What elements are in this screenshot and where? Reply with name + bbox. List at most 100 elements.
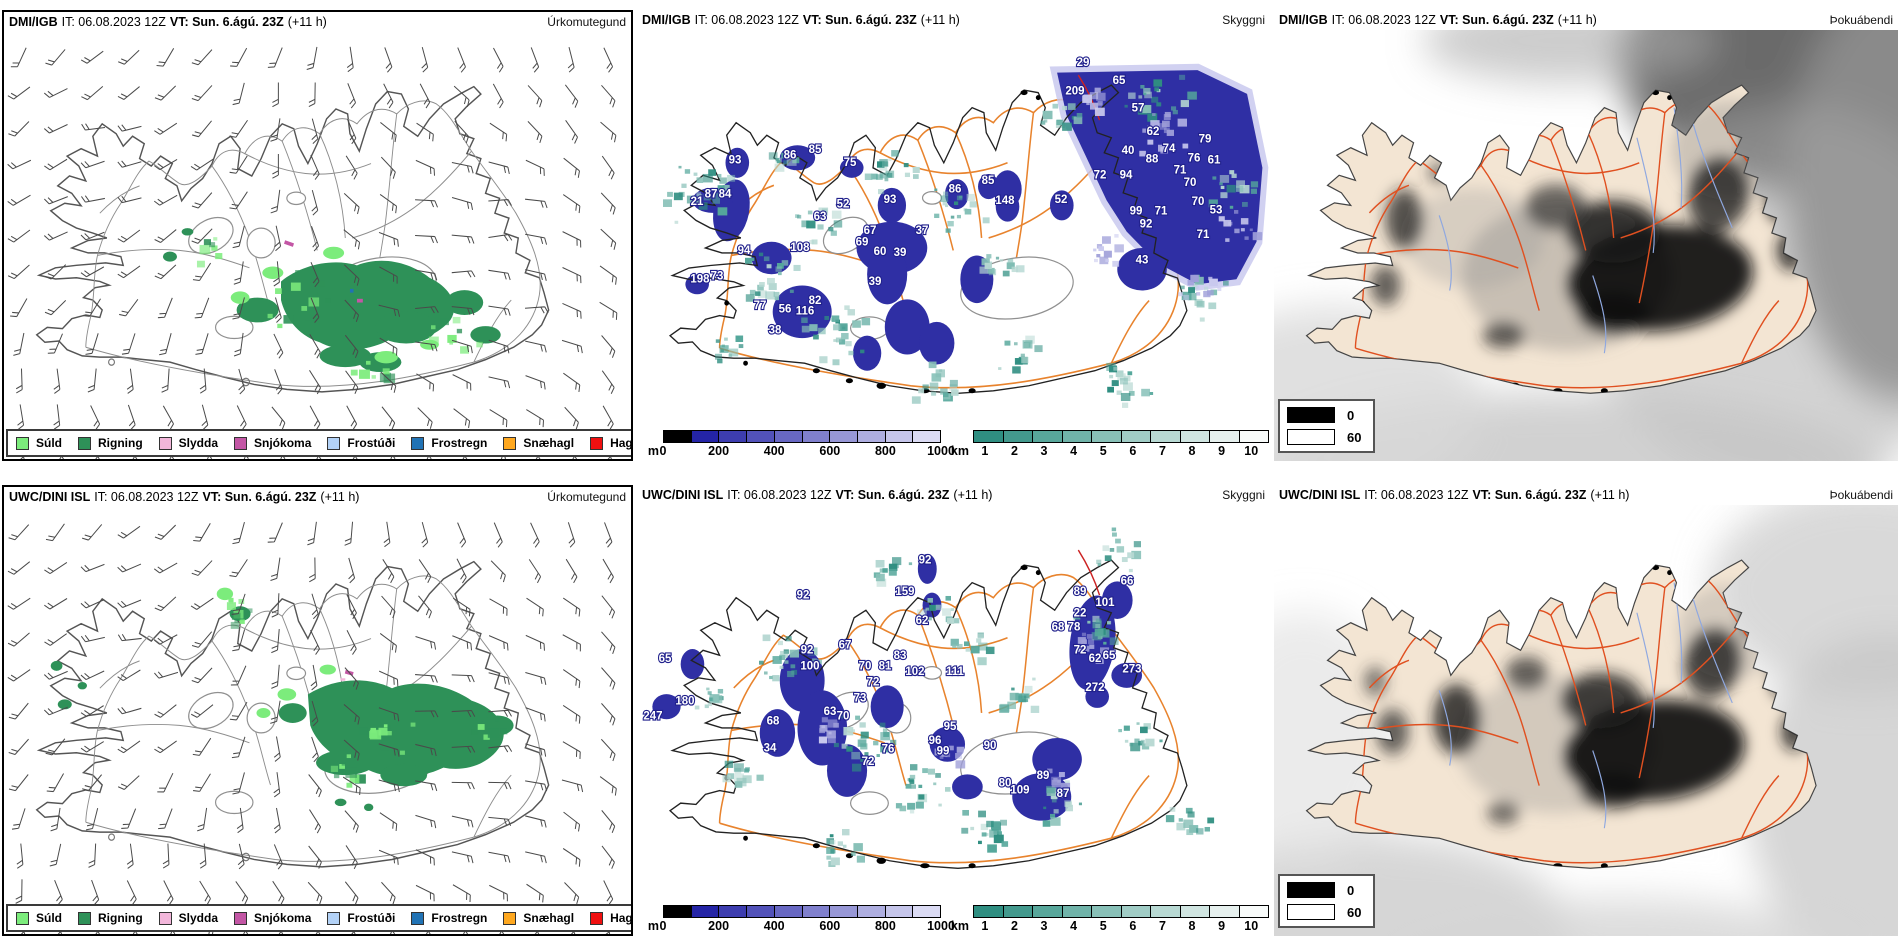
- svg-text:102: 102: [905, 664, 925, 678]
- fog-legend-label: 0: [1347, 882, 1355, 898]
- scale-segment: [912, 430, 942, 443]
- legend-label: Snæhagl: [523, 436, 575, 450]
- svg-text:66: 66: [1121, 573, 1134, 587]
- map-area: 92 159 62 92 92 100 67 70 81 83 102 72 73 63 70 111 95 96…: [637, 505, 1270, 936]
- model-name: DMI/IGB: [642, 13, 691, 27]
- scale-segment: [718, 905, 748, 918]
- scale-tick-label: 1000: [927, 444, 955, 458]
- scale-tick-label: 600: [819, 444, 841, 458]
- svg-text:57: 57: [1132, 100, 1145, 114]
- scale-tick-label: 2: [1010, 919, 1018, 933]
- panel-dmi-fog-indicator: DMI/IGB IT: 06.08.2023 12Z VT: Sun. 6.ágú.…: [1272, 0, 1900, 475]
- color-swatch: [234, 436, 248, 450]
- svg-text:69: 69: [856, 234, 869, 248]
- lead-time: (+11 h): [320, 490, 360, 504]
- svg-text:148: 148: [995, 193, 1015, 207]
- svg-text:101: 101: [1095, 595, 1115, 609]
- legend-label: Frostúði: [347, 911, 396, 925]
- svg-text:209: 209: [1065, 83, 1085, 97]
- svg-text:79: 79: [1199, 131, 1212, 145]
- color-swatch: [1287, 882, 1335, 898]
- svg-text:72: 72: [867, 674, 880, 688]
- svg-text:72: 72: [1074, 642, 1087, 656]
- svg-text:83: 83: [894, 648, 907, 662]
- legend-item-Haglél: Haglél: [590, 911, 631, 925]
- scale-segment: [856, 905, 886, 918]
- init-time: IT: 06.08.2023 12Z: [1364, 488, 1469, 502]
- legend-label: Haglél: [610, 911, 631, 925]
- panel-dmi-precipitation-type: DMI/IGB IT: 06.08.2023 12Z VT: Sun. 6.ágú.…: [0, 0, 635, 475]
- color-swatch: [158, 436, 172, 450]
- svg-text:89: 89: [1074, 584, 1087, 598]
- lead-time: (+11 h): [1590, 488, 1630, 502]
- fog-indicator-map: [1274, 30, 1898, 461]
- model-run-info: DMI/IGB IT: 06.08.2023 12Z VT: Sun. 6.ágú.…: [642, 13, 964, 27]
- scale-tick-label: 8: [1188, 444, 1196, 458]
- product-label: Skyggni: [1222, 488, 1265, 502]
- legend-item-Snjókoma: Snjókoma: [234, 436, 311, 450]
- legend-label: Rigning: [98, 911, 143, 925]
- svg-text:247: 247: [643, 708, 663, 722]
- scale-segment: [1179, 430, 1210, 443]
- scale-tick-label: 1000: [927, 919, 955, 933]
- scale-segment: [1002, 430, 1033, 443]
- scale-segment: [1238, 430, 1269, 443]
- svg-text:92: 92: [801, 642, 814, 656]
- scale-tick-label: 10: [1244, 919, 1259, 933]
- svg-text:22: 22: [1074, 605, 1087, 619]
- legend-label: Frostúði: [347, 436, 396, 450]
- scale-segment: [663, 430, 692, 443]
- fog-legend-label: 0: [1347, 407, 1355, 423]
- scale-segment: [884, 430, 914, 443]
- scale-tick-label: 7: [1158, 919, 1166, 933]
- svg-text:71: 71: [1197, 227, 1210, 241]
- svg-text:159: 159: [895, 584, 915, 598]
- svg-text:93: 93: [729, 152, 742, 166]
- scale-segment: [718, 430, 748, 443]
- panel-header: DMI/IGB IT: 06.08.2023 12Z VT: Sun. 6.ágú.…: [1274, 10, 1898, 30]
- panel-uwc-fog-indicator: UWC/DINI ISL IT: 06.08.2023 12Z VT: Sun. 6…: [1272, 475, 1900, 950]
- panel-header: DMI/IGB IT: 06.08.2023 12Z VT: Sun. 6.ágú.…: [4, 12, 631, 32]
- scale-m: m 0 200 400 600 800 1000: [648, 905, 955, 934]
- scale-tick-label: 400: [763, 444, 785, 458]
- scale-tick-label: 3: [1040, 919, 1048, 933]
- color-swatch: [158, 911, 172, 925]
- color-swatch: [78, 436, 91, 450]
- svg-text:37: 37: [916, 222, 929, 236]
- svg-text:95: 95: [944, 719, 957, 733]
- legend-item-Frostúði: Frostúði: [327, 436, 395, 450]
- svg-text:73: 73: [711, 268, 724, 282]
- scale-tick-label: 10: [1244, 444, 1259, 458]
- lead-time: (+11 h): [287, 15, 327, 29]
- svg-text:92: 92: [919, 552, 932, 566]
- fog-legend-label: 60: [1347, 904, 1362, 920]
- svg-text:38: 38: [769, 322, 782, 336]
- scale-tick-label: 5: [1099, 444, 1107, 458]
- scale-segment: [1061, 905, 1092, 918]
- svg-text:29: 29: [1077, 55, 1090, 69]
- svg-text:56: 56: [779, 301, 792, 315]
- model-name: UWC/DINI ISL: [9, 490, 91, 504]
- svg-text:78: 78: [1068, 619, 1081, 633]
- color-swatch: [78, 911, 91, 925]
- model-run-info: UWC/DINI ISL IT: 06.08.2023 12Z VT: Sun. 6…: [9, 490, 363, 504]
- svg-text:92: 92: [1140, 216, 1153, 230]
- legend-item-Snæhagl: Snæhagl: [503, 436, 574, 450]
- svg-text:92: 92: [797, 587, 810, 601]
- scale-tick-label: 1: [981, 919, 989, 933]
- color-swatch: [327, 911, 341, 925]
- svg-text:76: 76: [882, 741, 895, 755]
- valid-time: VT: Sun. 6.ágú. 23Z: [802, 13, 917, 27]
- lead-time: (+11 h): [1557, 13, 1597, 27]
- fog-indicator-legend: 0 60: [1278, 874, 1376, 928]
- svg-text:89: 89: [1037, 768, 1050, 782]
- legend-item-Slydda: Slydda: [158, 436, 218, 450]
- color-swatch: [411, 911, 425, 925]
- model-name: UWC/DINI ISL: [642, 488, 724, 502]
- svg-text:65: 65: [659, 651, 672, 665]
- color-swatch: [327, 436, 341, 450]
- scale-km: km 1 2 3 4 5 6 7 8 9 10: [951, 430, 1269, 459]
- svg-text:52: 52: [1055, 192, 1068, 206]
- svg-text:68: 68: [1052, 619, 1065, 633]
- legend-label: Súld: [36, 436, 62, 450]
